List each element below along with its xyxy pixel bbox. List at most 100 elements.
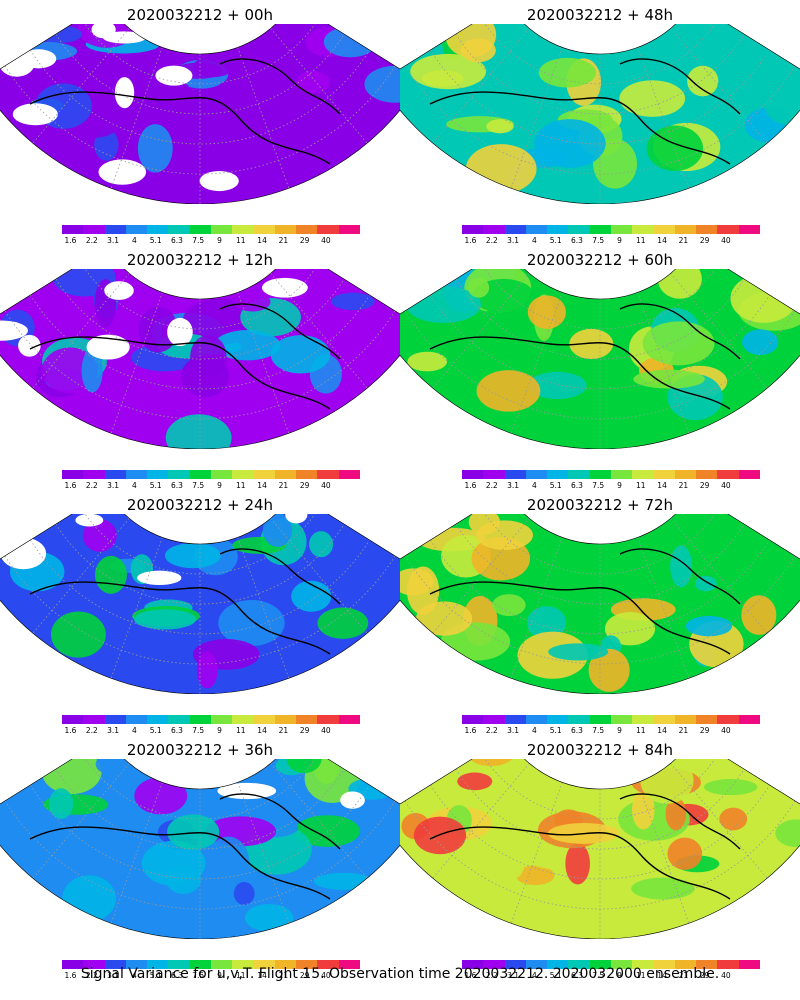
contour-region (569, 328, 614, 359)
below-threshold-region (261, 277, 308, 298)
colorbar-swatch (125, 225, 148, 234)
variance-map (400, 514, 800, 694)
colorbar-label: 2.2 (485, 481, 498, 490)
colorbar-label: 5.1 (549, 726, 562, 735)
colorbar-label: 11 (636, 236, 646, 245)
colorbar-label: 21 (278, 236, 289, 245)
map-boundary (0, 514, 400, 694)
colorbar-labels: 1.6 2.2 3.1 4 5.1 6.3 7.5 9 11 14 21 29 40 (50, 971, 360, 981)
colorbar-label: 2.2 (85, 481, 98, 490)
contour-region (476, 520, 533, 550)
contour-region (236, 564, 286, 587)
colorbar-labels: 1.6 2.2 3.1 4 5.1 6.3 7.5 9 11 14 21 29 40 (50, 726, 360, 736)
colorbar-swatch (168, 960, 190, 969)
below-threshold-region (340, 791, 365, 809)
colorbar-swatch (504, 225, 526, 234)
contour-region (364, 65, 400, 103)
colorbar-swatch (125, 715, 148, 724)
colorbar-label: 3.1 (107, 236, 120, 245)
colorbar-swatch (610, 960, 633, 969)
latitude-line (4, 800, 396, 910)
colorbar-label: 29 (299, 236, 310, 245)
longitude-line (270, 273, 368, 389)
below-threshold-region (155, 65, 193, 86)
colorbar-labels: 1.6 2.2 3.1 4 5.1 6.3 7.5 9 11 14 21 29 40 (450, 726, 760, 736)
coastline (429, 58, 741, 165)
latitude-line (480, 759, 720, 820)
colorbar-swatch (674, 470, 697, 479)
contour-region (286, 759, 322, 774)
colorbar-swatch (317, 225, 339, 234)
contour-region (244, 903, 294, 932)
colorbar-label: 3.1 (507, 481, 520, 490)
colorbar-swatch (462, 470, 484, 479)
map-boundary (0, 269, 400, 449)
colorbar-label: 6.3 (570, 971, 583, 980)
contour-region (457, 772, 493, 791)
colorbar-label: 21 (278, 726, 289, 735)
colorbar-swatch (653, 470, 675, 479)
colorbar-swatch (147, 470, 169, 479)
contour-region (317, 607, 369, 639)
panel-title: 2020032212 + 60h (526, 251, 674, 269)
contour-region (528, 371, 587, 400)
coastline (429, 793, 741, 900)
colorbar-label: 1.6 (64, 236, 77, 245)
colorbar-label: 7.5 (592, 971, 605, 980)
colorbar-swatch (696, 470, 718, 479)
map-boundary (400, 24, 800, 204)
contour-region (233, 882, 255, 906)
coastline (429, 303, 741, 410)
colorbar-swatch (232, 225, 254, 234)
map-boundary (0, 759, 400, 939)
longitude-line (510, 292, 563, 434)
colorbar-label: 11 (636, 971, 646, 980)
colorbar-swatch (568, 715, 590, 724)
contour-region (642, 321, 715, 366)
below-threshold-region (199, 170, 239, 192)
contour-region (527, 295, 566, 329)
colorbar-swatch (483, 225, 505, 234)
contour-region (685, 615, 733, 637)
colorbar-swatch (296, 715, 318, 724)
contour-region (295, 71, 331, 94)
colorbar-swatch (610, 715, 633, 724)
below-threshold-region (0, 320, 28, 341)
below-threshold-region (167, 317, 193, 347)
contour-region (492, 594, 526, 617)
contour-region (665, 797, 687, 831)
longitude-line (637, 537, 690, 679)
colorbar-label: 21 (278, 971, 289, 980)
colorbar-swatch (738, 715, 760, 724)
longitude-line (270, 28, 368, 144)
colorbar-swatch (547, 960, 569, 969)
longitude-line (32, 763, 130, 879)
contour-region (134, 777, 188, 815)
contour-region (167, 814, 220, 850)
colorbar-swatch (104, 715, 126, 724)
contour-region (323, 26, 377, 58)
colorbar-label: 21 (678, 481, 689, 490)
colorbar-label: 6.3 (170, 236, 183, 245)
colorbar (462, 470, 760, 479)
latitude-line (480, 514, 720, 575)
contour-region (460, 38, 496, 63)
map-panel: 2020032212 + 72h 1.6 2.2 3.1 4 5.1 6.3 7.5 9 11 14… (400, 490, 800, 735)
contour-region (687, 65, 719, 97)
contour-region (218, 599, 285, 647)
colorbar-swatch (610, 225, 633, 234)
colorbar-label: 2.2 (85, 726, 98, 735)
colorbar (62, 225, 360, 234)
contour-region (534, 119, 606, 168)
map-panel: 2020032212 + 00h 1.6 2.2 3.1 4 5.1 6.3 7.5 9 11 14… (0, 0, 400, 245)
colorbar-swatch (125, 470, 148, 479)
below-threshold-region (91, 24, 116, 39)
colorbar-swatch (462, 960, 484, 969)
contour-region (62, 875, 117, 922)
colorbar-swatch (253, 470, 275, 479)
colorbar-label: 40 (321, 971, 331, 980)
latitude-line (80, 24, 320, 85)
colorbar-swatch (274, 960, 297, 969)
colorbar-swatch (717, 960, 739, 969)
variance-map (0, 269, 400, 449)
